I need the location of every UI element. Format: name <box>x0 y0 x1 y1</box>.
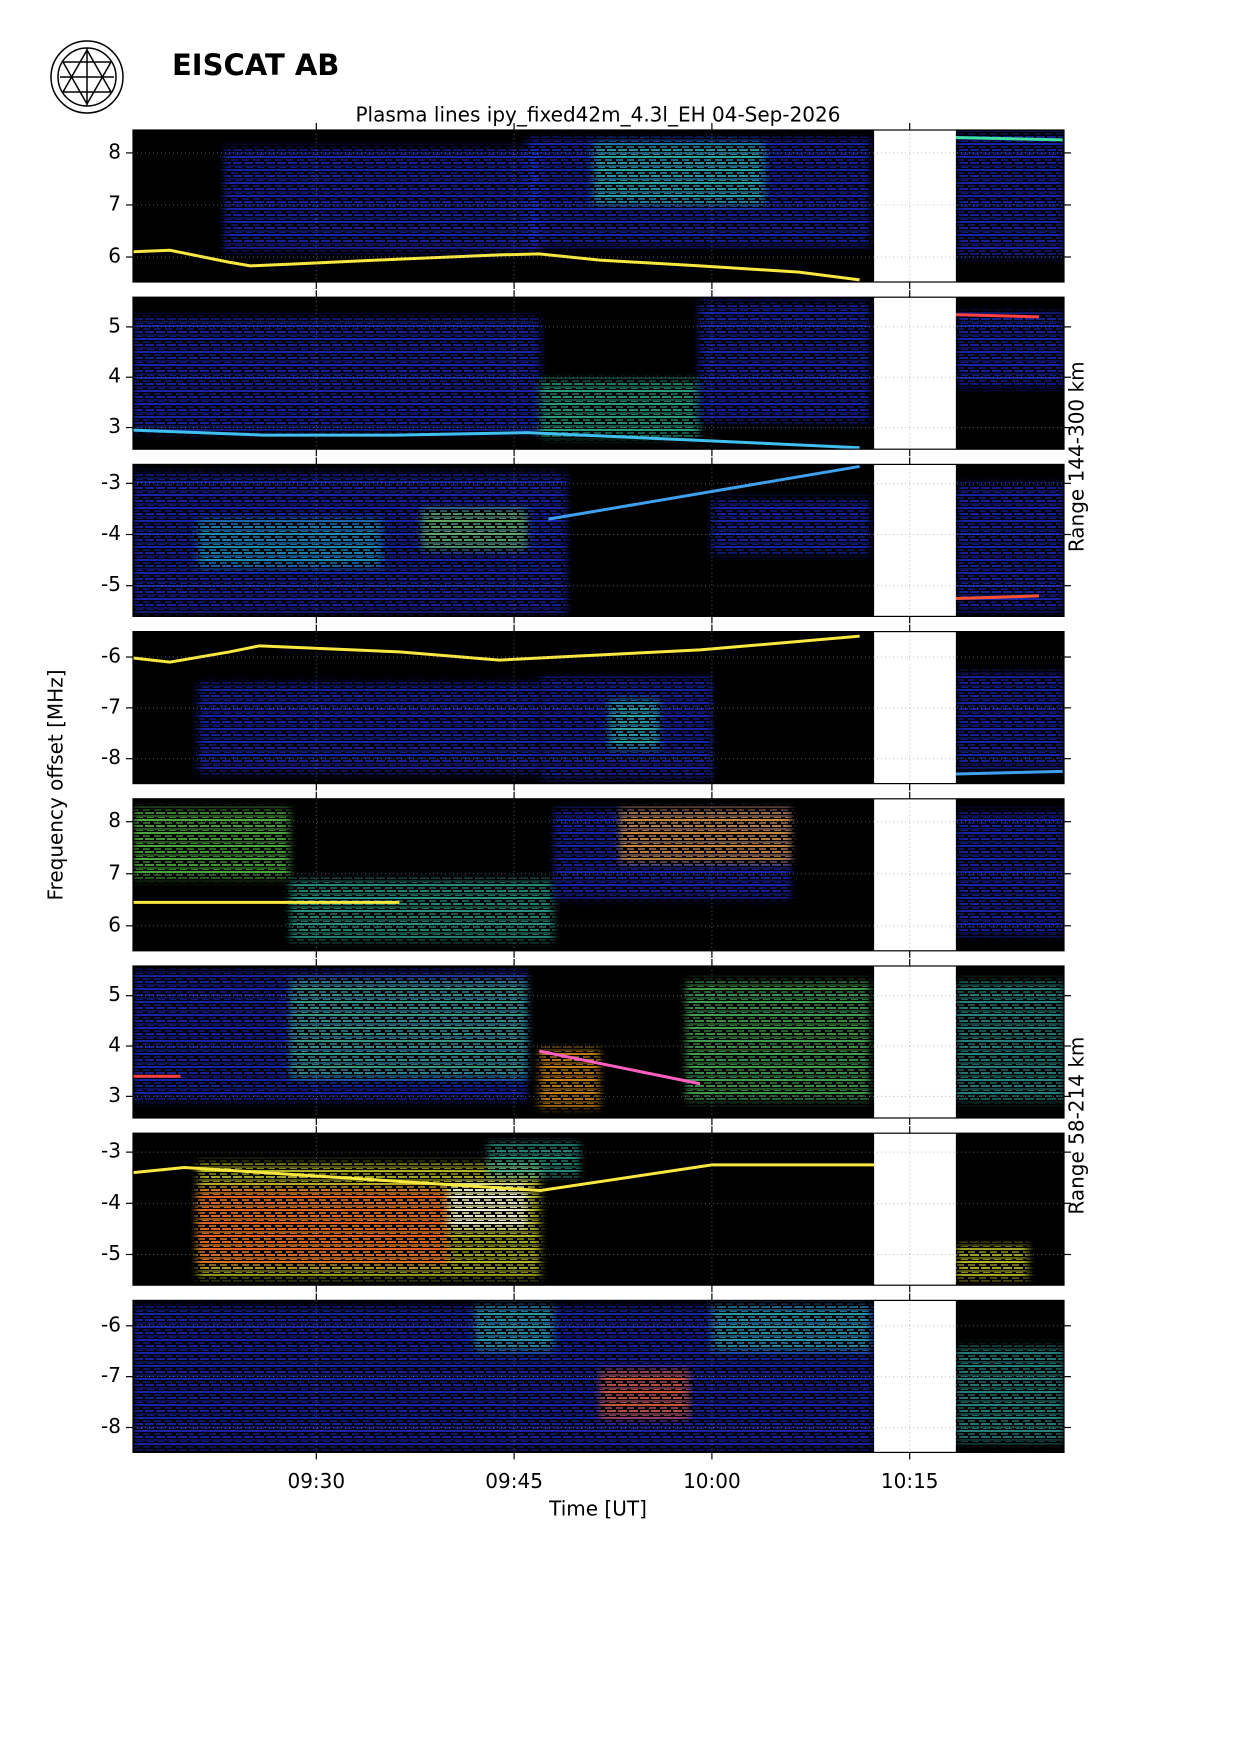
panel <box>133 130 1064 282</box>
y-tick-label: 5 <box>108 313 121 337</box>
y-tick-label: -8 <box>101 1414 121 1438</box>
y-tick-label: -4 <box>101 1190 121 1214</box>
intensity-region <box>955 311 1064 388</box>
y-tick-label: 7 <box>108 860 121 884</box>
y-tick-label: -3 <box>101 1139 121 1163</box>
panel-frame <box>132 463 1065 617</box>
plasma-line <box>955 594 1039 600</box>
intensity-region <box>619 808 792 864</box>
x-tick-label: 10:00 <box>683 1469 741 1493</box>
intensity-region <box>197 519 383 568</box>
intensity-region <box>197 682 541 774</box>
intensity-region <box>698 301 871 423</box>
x-tick-label: 09:30 <box>287 1469 345 1493</box>
panel <box>133 631 1064 784</box>
plasma-line <box>942 135 1063 142</box>
data-gap <box>874 966 956 1118</box>
intensity-region <box>474 1305 554 1352</box>
y-tick-label: -3 <box>101 470 121 494</box>
header-title: EISCAT AB <box>172 48 339 82</box>
y-tick-label: -7 <box>101 694 121 718</box>
plasma-line <box>955 769 1063 776</box>
panel <box>133 1133 1064 1286</box>
x-tick-label: 09:45 <box>485 1469 543 1493</box>
y-tick-label: 3 <box>108 1083 121 1107</box>
intensity-region <box>609 699 660 750</box>
intensity-region <box>593 142 765 205</box>
y-tick-label: 8 <box>108 139 121 163</box>
plasma-line <box>942 312 1039 319</box>
plasma-line <box>133 428 860 450</box>
y-tick-label: 3 <box>108 414 121 438</box>
intensity-region <box>197 1187 449 1265</box>
y-tick-label: 6 <box>108 912 121 936</box>
plasma-line <box>548 464 860 521</box>
y-tick-label: 7 <box>108 191 121 215</box>
intensity-region <box>133 808 290 879</box>
intensity-region <box>133 316 541 433</box>
panel-frame <box>132 798 1065 952</box>
intensity-region <box>955 1244 1029 1281</box>
y-tick-label: 8 <box>108 808 121 832</box>
intensity-region <box>539 379 701 438</box>
intensity-region <box>711 1305 871 1352</box>
intensity-region <box>955 1346 1064 1443</box>
panel-frame <box>132 296 1065 450</box>
panel-frame <box>132 965 1065 1119</box>
panel <box>133 966 1064 1118</box>
data-gap <box>874 631 956 784</box>
y-tick-label: -4 <box>101 521 121 545</box>
y-tick-label: -6 <box>101 1312 121 1336</box>
intensity-region <box>487 1141 581 1178</box>
chart-title: Plasma lines ipy_fixed42m_4.3l_EH 04-Sep… <box>356 103 841 127</box>
y-tick-label: -7 <box>101 1363 121 1387</box>
data-gap <box>874 464 956 617</box>
intensity-region <box>955 980 1064 1102</box>
intensity-region <box>289 979 528 1079</box>
intensity-region <box>599 1369 690 1420</box>
panel <box>133 1300 1064 1453</box>
panel <box>133 464 1064 617</box>
y-tick-label: 6 <box>108 244 121 268</box>
panel <box>133 798 1064 951</box>
y-tick-label: -5 <box>101 1241 121 1265</box>
intensity-region <box>685 980 871 1102</box>
x-tick-label: 10:15 <box>881 1469 939 1493</box>
data-gap <box>874 297 956 450</box>
intensity-region <box>711 498 871 555</box>
plasma-line <box>133 634 860 664</box>
plasma-line <box>538 1049 701 1086</box>
panel <box>133 297 1064 450</box>
y-tick-label: -8 <box>101 745 121 769</box>
y-tick-label: 4 <box>108 364 121 388</box>
data-gap <box>874 1133 956 1286</box>
x-axis-label: Time [UT] <box>548 1497 647 1521</box>
data-gap <box>874 1300 956 1453</box>
intensity-region <box>421 508 528 550</box>
intensity-region <box>955 483 1064 612</box>
panel-frame <box>132 129 1065 283</box>
range-label: Range 144-300 km <box>1065 361 1089 552</box>
intensity-region <box>955 672 1064 769</box>
range-label: Range 58-214 km <box>1065 1037 1089 1215</box>
panel-frame <box>132 1132 1065 1286</box>
intensity-region <box>955 132 1064 258</box>
y-tick-label: 5 <box>108 982 121 1006</box>
data-gap <box>874 798 956 951</box>
plasma-line <box>133 1163 875 1193</box>
logo <box>50 40 124 114</box>
data-gap <box>874 130 956 282</box>
intensity-region <box>289 878 554 942</box>
y-axis-label: Frequency offset [MHz] <box>44 669 68 900</box>
intensity-region <box>223 147 541 252</box>
y-tick-label: -5 <box>101 572 121 596</box>
y-tick-label: 4 <box>108 1033 121 1057</box>
y-tick-label: -6 <box>101 644 121 668</box>
